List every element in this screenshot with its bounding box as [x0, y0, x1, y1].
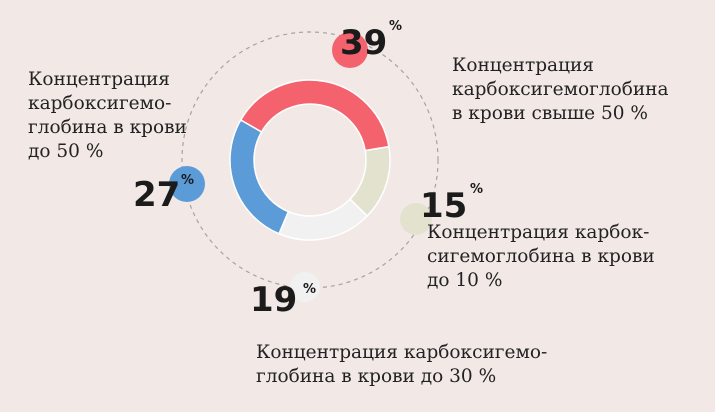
- marker-dot-15: [400, 203, 432, 235]
- percent-value-15: 15: [420, 186, 467, 226]
- marker-dot-27: [169, 166, 205, 202]
- percent-value-19: 19: [250, 280, 297, 320]
- donut-slice-19: [278, 198, 369, 241]
- donut-slice-39: [239, 79, 390, 152]
- donut-slice-27: [229, 118, 290, 235]
- percent-sign: %: [303, 282, 316, 297]
- label-over-50: Концентрация карбоксигемоглобина в крови…: [452, 55, 669, 124]
- label-up-to-50: Концентрация карбоксигемо- глобина в кро…: [28, 69, 187, 162]
- percent-sign: %: [181, 173, 194, 188]
- percent-value-39: 39: [340, 23, 387, 63]
- label-up-to-30: Концентрация карбоксигемо- глобина в кро…: [256, 342, 548, 387]
- percent-sign: %: [470, 182, 483, 197]
- percent-sign: %: [389, 19, 402, 34]
- percent-value-27: 27: [133, 175, 180, 215]
- marker-dot-39: [332, 32, 368, 68]
- orbit-ring: [181, 31, 439, 289]
- marker-dot-19: [290, 272, 320, 302]
- label-up-to-10: Концентрация карбок- сигемоглобина в кро…: [427, 222, 655, 291]
